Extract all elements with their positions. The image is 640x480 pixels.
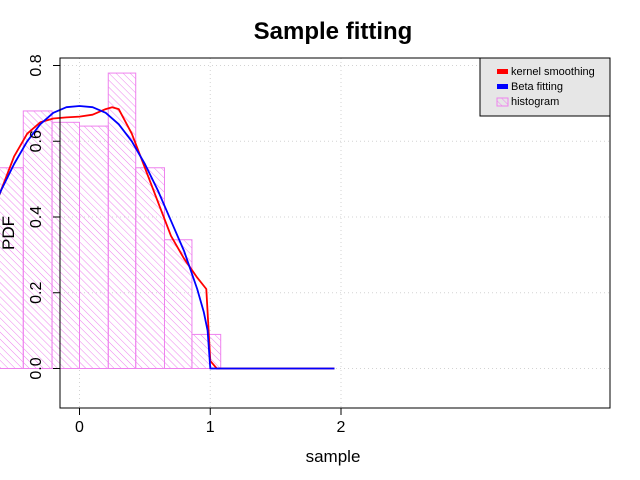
histogram-bar bbox=[22, 110, 53, 369]
x-tick-label: 0 bbox=[75, 419, 84, 436]
histogram-bar bbox=[163, 239, 193, 369]
legend-swatch bbox=[496, 97, 509, 107]
x-tick-label: 1 bbox=[206, 419, 215, 436]
legend-label: kernel smoothing bbox=[511, 66, 595, 78]
fit-lines bbox=[0, 105, 335, 370]
plot-frame bbox=[59, 57, 611, 409]
x-axis-label: sample bbox=[306, 447, 361, 466]
legend-swatch bbox=[497, 69, 508, 74]
chart-title: Sample fitting bbox=[254, 18, 413, 45]
y-tick-label: 0.4 bbox=[28, 206, 45, 228]
y-axis-label: PDF bbox=[0, 216, 18, 250]
y-tick-label: 0.8 bbox=[28, 54, 45, 76]
legend-label: histogram bbox=[511, 96, 559, 108]
series-line-beta-fitting bbox=[0, 105, 335, 370]
legend-swatch bbox=[497, 84, 508, 89]
histogram-bar bbox=[191, 333, 222, 370]
histogram-bar bbox=[51, 121, 80, 369]
histogram-bar bbox=[0, 167, 24, 369]
y-tick-label: 0.2 bbox=[28, 282, 45, 304]
y-tick-label: 0.6 bbox=[28, 130, 45, 152]
legend: kernel smoothing Beta fitting histogram bbox=[479, 57, 611, 117]
x-axis: -2-1012 bbox=[75, 408, 346, 436]
x-tick-label: 2 bbox=[337, 419, 346, 436]
y-axis: 0.0 0.2 0.4 0.6 0.8 bbox=[28, 54, 60, 380]
histogram-bar bbox=[135, 167, 165, 369]
legend-label: Beta fitting bbox=[511, 81, 563, 93]
histogram-bar bbox=[79, 125, 109, 369]
histogram-bar bbox=[107, 72, 137, 369]
y-tick-label: 0.0 bbox=[28, 357, 45, 379]
histogram-bars bbox=[0, 72, 222, 370]
